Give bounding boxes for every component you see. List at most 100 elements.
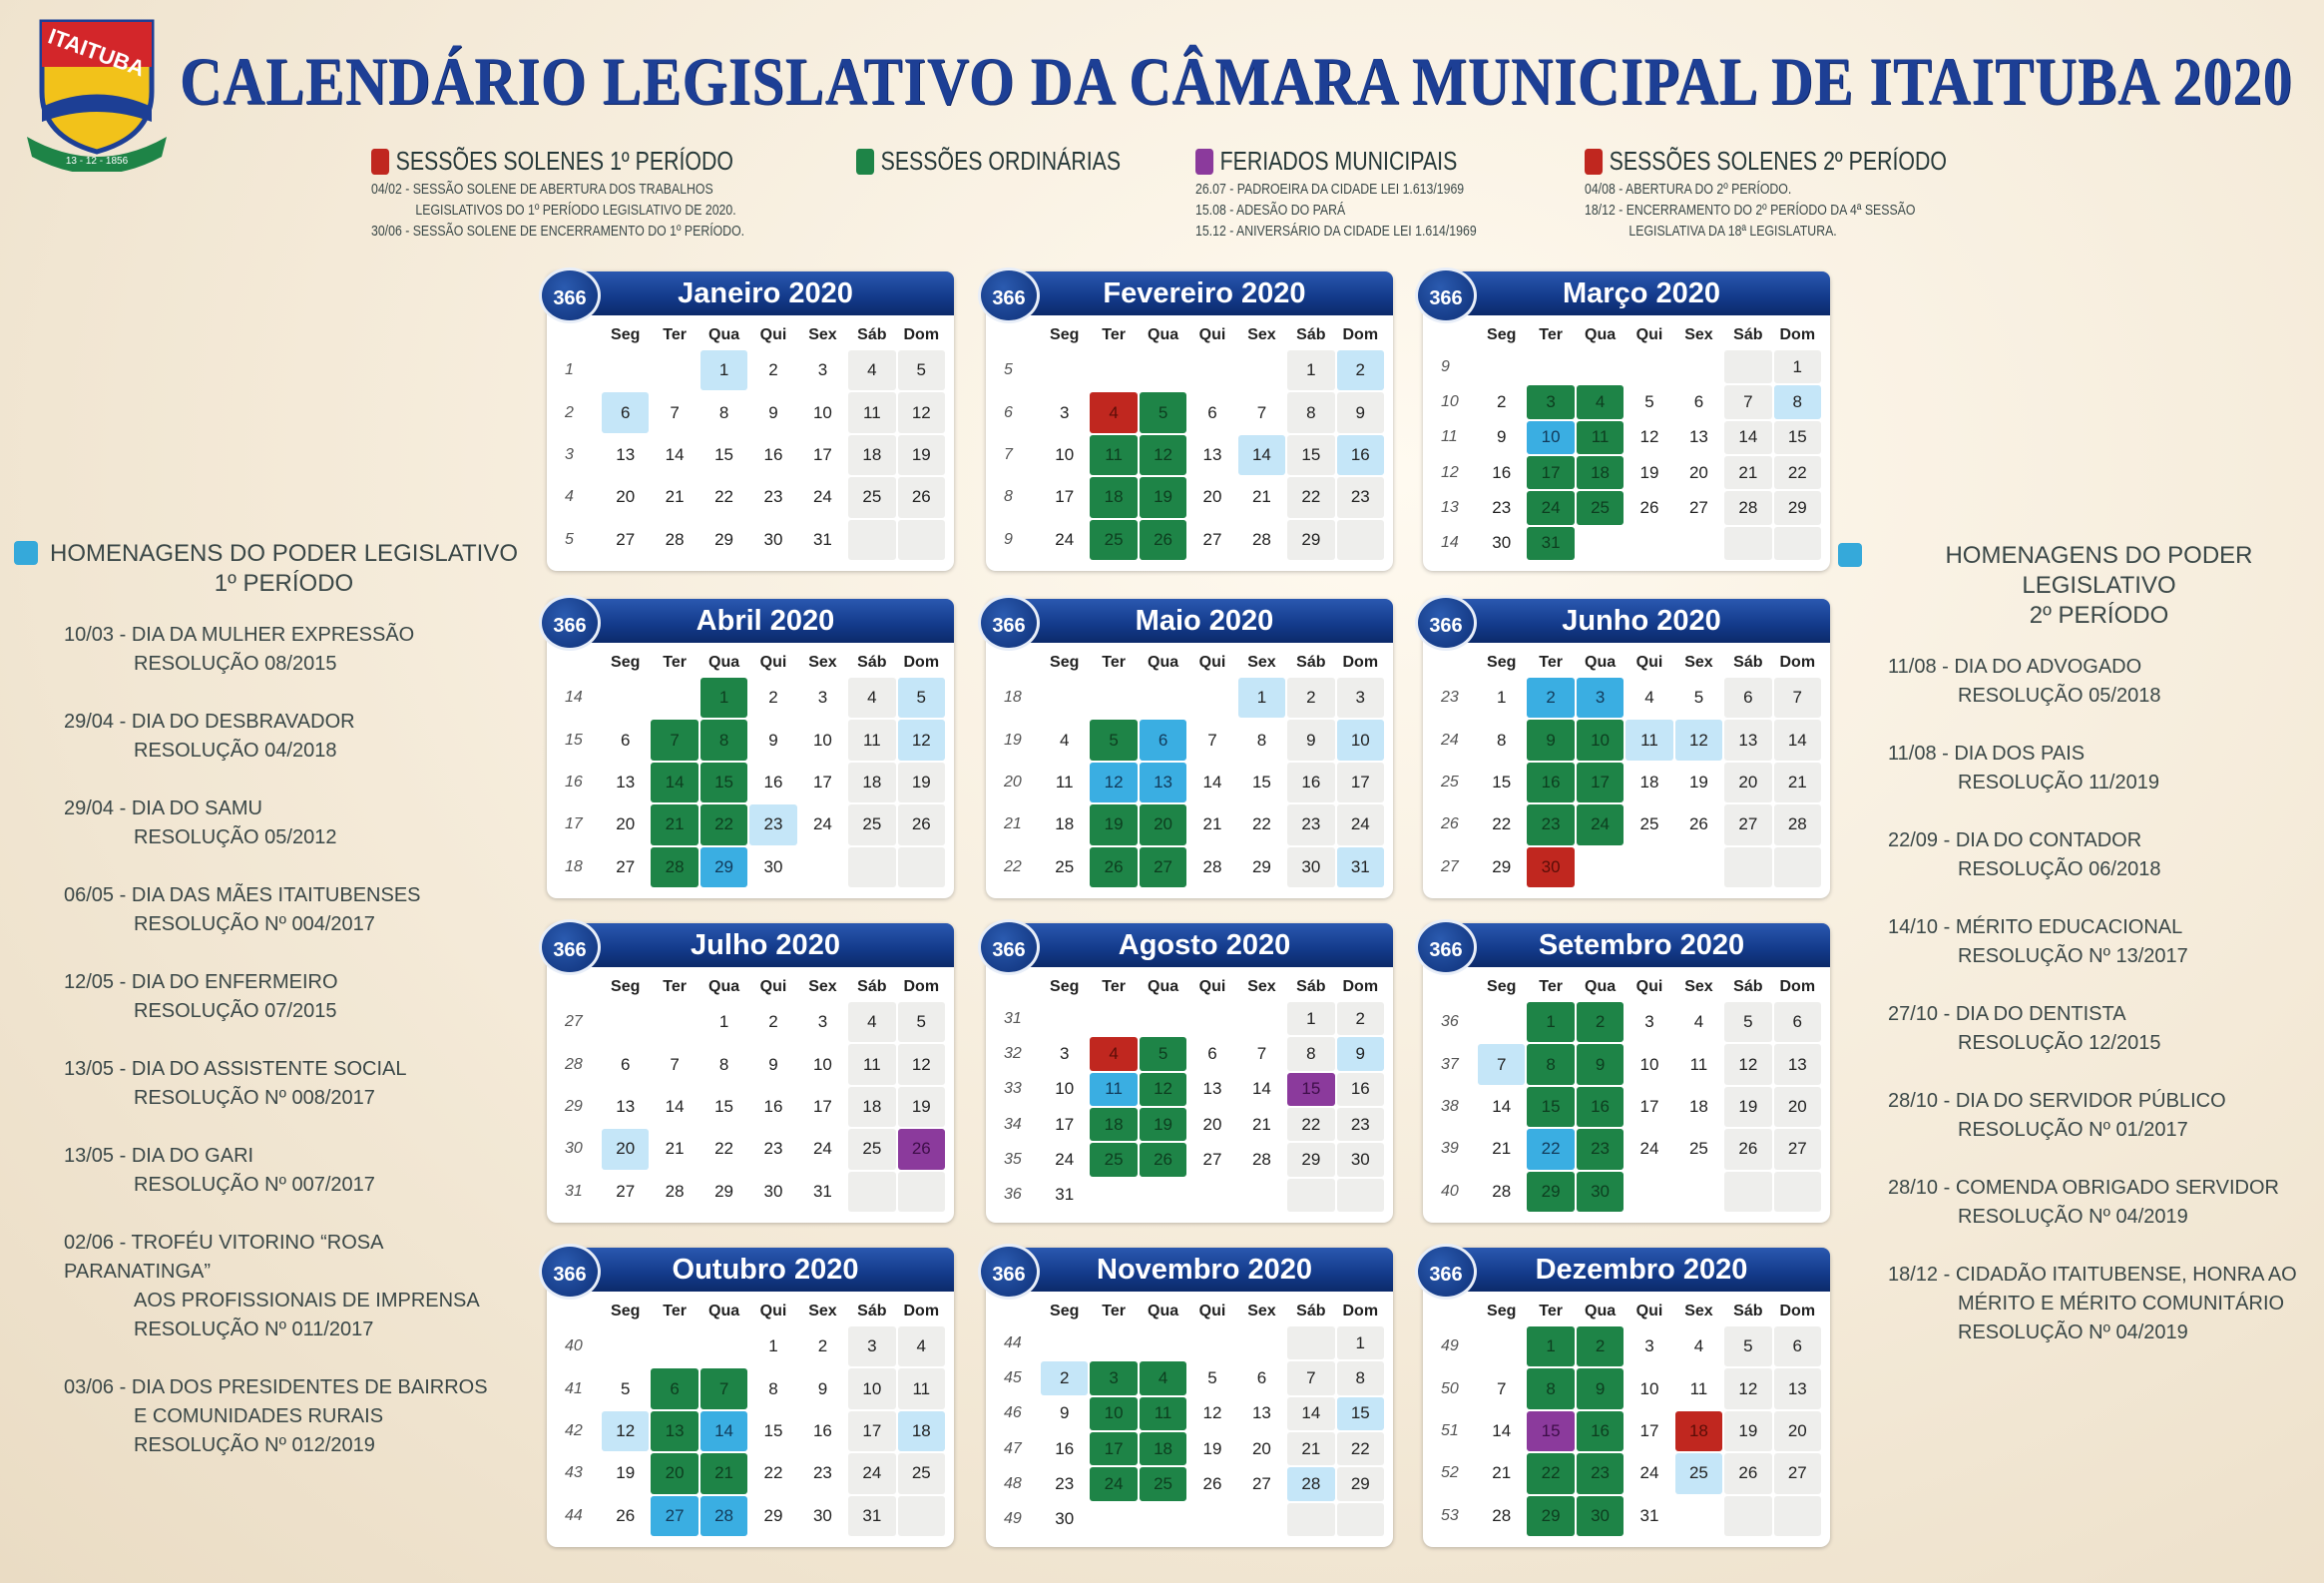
day-cell[interactable]: 4 [897,1326,945,1367]
day-cell[interactable]: 18 [1055,814,1075,834]
day-cell[interactable]: 16 [1287,762,1335,803]
day-cell[interactable]: 5 [620,1378,631,1398]
day-cell[interactable]: 17 [1527,455,1575,490]
day-cell[interactable]: 14 [699,1410,748,1452]
day-cell[interactable]: 17 [1336,762,1384,803]
day-cell[interactable]: 8 [768,1378,778,1398]
day-cell[interactable]: 2 [1336,350,1384,391]
day-cell[interactable]: 22 [1251,814,1271,834]
day-cell[interactable]: 21 [1492,1139,1512,1159]
day-cell[interactable]: 19 [1139,1107,1187,1142]
day-cell[interactable]: 27 [1773,1129,1821,1170]
day-cell[interactable]: 16 [763,772,783,792]
day-cell[interactable]: 28 [1492,1505,1512,1525]
day-cell[interactable]: 12 [897,392,945,433]
day-cell[interactable]: 24 [1639,1463,1659,1483]
day-cell[interactable]: 27 [1251,1473,1271,1493]
day-cell[interactable]: 24 [1090,1467,1138,1501]
day-cell[interactable]: 26 [1724,1129,1772,1170]
day-cell[interactable]: 26 [1688,814,1708,834]
day-cell[interactable]: 23 [1287,804,1335,845]
day-cell[interactable]: 4 [1693,1012,1704,1032]
day-cell[interactable]: 13 [651,1410,698,1452]
day-cell[interactable]: 12 [1724,1044,1772,1085]
day-cell[interactable]: 23 [749,804,797,845]
day-cell[interactable]: 24 [812,814,832,834]
day-cell[interactable]: 5 [1644,391,1654,411]
day-cell[interactable]: 31 [812,1181,832,1201]
day-cell[interactable]: 27 [616,1181,636,1201]
day-cell[interactable]: 16 [763,444,783,464]
day-cell[interactable]: 11 [1576,420,1625,454]
day-cell[interactable]: 30 [763,529,783,549]
day-cell[interactable]: 15 [714,1096,734,1116]
day-cell[interactable]: 22 [714,1139,734,1159]
day-cell[interactable]: 26 [897,804,945,845]
day-cell[interactable]: 30 [1527,846,1575,887]
day-cell[interactable]: 24 [812,1139,832,1159]
day-cell[interactable]: 11 [848,1044,896,1085]
day-cell[interactable]: 6 [1139,720,1187,761]
day-cell[interactable]: 29 [1527,1171,1575,1212]
day-cell[interactable]: 13 [1251,1403,1271,1423]
day-cell[interactable]: 18 [1139,1431,1187,1466]
day-cell[interactable]: 14 [651,762,698,803]
day-cell[interactable]: 20 [1773,1410,1821,1452]
day-cell[interactable]: 25 [1139,1467,1187,1501]
day-cell[interactable]: 20 [616,814,636,834]
day-cell[interactable]: 7 [1207,730,1217,750]
day-cell[interactable]: 10 [1639,1054,1659,1074]
day-cell[interactable]: 15 [699,762,748,803]
day-cell[interactable]: 15 [1287,434,1335,476]
day-cell[interactable]: 12 [1139,1072,1187,1106]
day-cell[interactable]: 18 [1090,1107,1138,1142]
day-cell[interactable]: 7 [1256,1043,1267,1063]
day-cell[interactable]: 6 [1207,1043,1217,1063]
day-cell[interactable]: 22 [1287,477,1335,518]
day-cell[interactable]: 8 [1256,730,1267,750]
day-cell[interactable]: 12 [1139,434,1187,476]
day-cell[interactable]: 25 [1090,519,1138,560]
day-cell[interactable]: 28 [1492,1181,1512,1201]
day-cell[interactable]: 26 [1202,1473,1222,1493]
day-cell[interactable]: 1 [718,1012,729,1032]
day-cell[interactable]: 30 [1576,1171,1625,1212]
day-cell[interactable]: 25 [1688,1139,1708,1159]
day-cell[interactable]: 9 [1576,1044,1625,1085]
day-cell[interactable]: 13 [1688,427,1708,447]
day-cell[interactable]: 29 [1527,1495,1575,1536]
day-cell[interactable]: 27 [616,529,636,549]
day-cell[interactable]: 29 [1251,856,1271,876]
day-cell[interactable]: 17 [1055,1114,1075,1134]
day-cell[interactable]: 18 [1688,1096,1708,1116]
day-cell[interactable]: 30 [1492,533,1512,553]
day-cell[interactable]: 4 [1576,385,1625,419]
day-cell[interactable]: 26 [1139,1143,1187,1177]
day-cell[interactable]: 19 [1090,804,1138,845]
day-cell[interactable]: 26 [1090,846,1138,887]
day-cell[interactable]: 23 [1527,804,1575,845]
day-cell[interactable]: 11 [1090,434,1138,476]
day-cell[interactable]: 24 [1055,1149,1075,1169]
day-cell[interactable]: 12 [1674,720,1723,761]
day-cell[interactable]: 27 [1688,497,1708,517]
day-cell[interactable]: 5 [1724,1326,1772,1367]
day-cell[interactable]: 8 [718,1054,729,1074]
day-cell[interactable]: 7 [1287,1361,1335,1395]
day-cell[interactable]: 27 [1139,846,1187,887]
day-cell[interactable]: 7 [1724,385,1772,419]
day-cell[interactable]: 26 [616,1505,636,1525]
day-cell[interactable]: 16 [1492,462,1512,482]
day-cell[interactable]: 4 [848,350,896,391]
day-cell[interactable]: 19 [1139,477,1187,518]
day-cell[interactable]: 5 [1090,720,1138,761]
day-cell[interactable]: 24 [812,487,832,507]
day-cell[interactable]: 13 [1773,1368,1821,1409]
day-cell[interactable]: 23 [763,1139,783,1159]
day-cell[interactable]: 31 [848,1495,896,1536]
day-cell[interactable]: 25 [848,804,896,845]
day-cell[interactable]: 21 [1724,455,1772,490]
day-cell[interactable]: 19 [897,762,945,803]
day-cell[interactable]: 21 [1773,762,1821,803]
day-cell[interactable]: 9 [768,730,778,750]
